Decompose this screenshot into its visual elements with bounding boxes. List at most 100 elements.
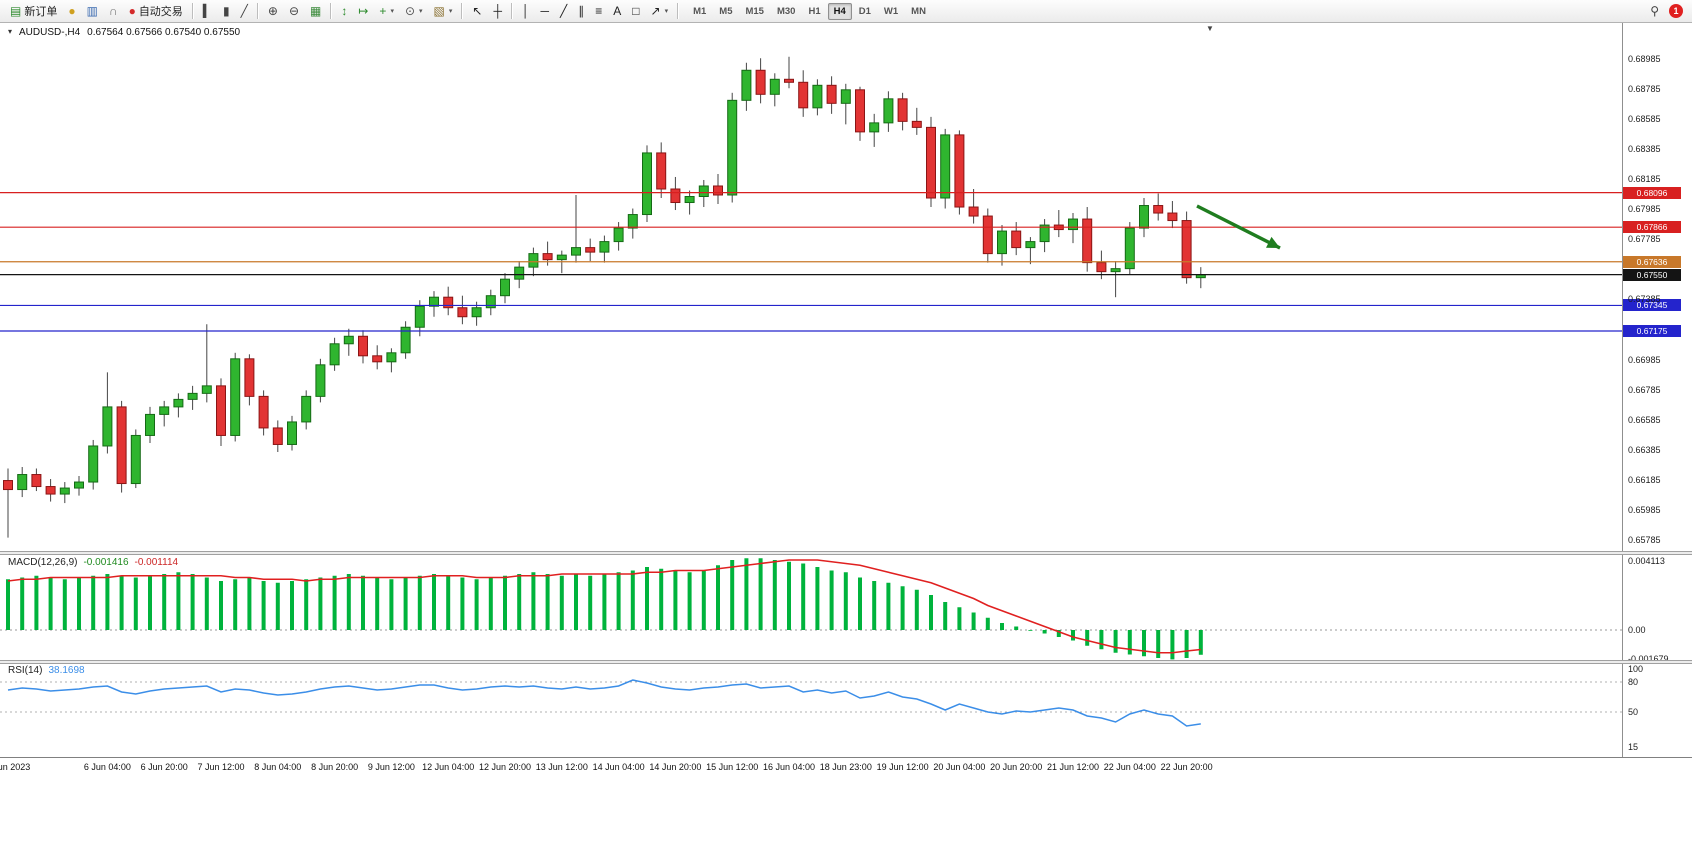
auto-scroll-icon: ↕ — [341, 4, 348, 18]
candle-body — [1096, 262, 1107, 273]
autotrading-button-label: 自动交易 — [138, 6, 183, 18]
auto-scroll-button[interactable]: ↕ — [336, 1, 352, 22]
search-button[interactable]: ⚲ — [1645, 1, 1664, 22]
candle-body — [272, 427, 283, 445]
trend-arrow-object[interactable] — [1196, 204, 1281, 250]
macd-histogram-bar — [62, 579, 67, 630]
toolbar-separator — [461, 3, 464, 19]
macd-histogram-bar — [872, 581, 877, 630]
macd-histogram-bar — [545, 574, 550, 630]
zoom-in-button[interactable]: ⊕ — [263, 1, 283, 22]
macd-histogram-bar — [815, 567, 820, 630]
candle-body — [1110, 268, 1121, 273]
candle-body — [968, 206, 979, 217]
candle-body — [173, 398, 184, 408]
crosshair-button[interactable]: ┼ — [488, 1, 507, 22]
text-label-button[interactable]: □ — [627, 1, 644, 22]
window-menu-triangle-icon[interactable]: ▾ — [8, 27, 13, 36]
candle-body — [145, 413, 155, 436]
new-order-button-label: 新订单 — [24, 6, 58, 18]
macd-histogram-bar — [261, 581, 266, 630]
candle-body — [1124, 227, 1135, 270]
timeframe-m5[interactable]: M5 — [719, 5, 733, 17]
candlestick-mode-button[interactable]: ▮ — [218, 1, 235, 22]
candle-body — [698, 185, 709, 198]
macd-histogram-bar — [6, 579, 10, 630]
macd-histogram-bar — [602, 574, 607, 630]
dropdown-caret-icon: ▾ — [448, 8, 453, 15]
chart-shift-button[interactable]: ↦ — [353, 1, 373, 22]
timeframe-h4[interactable]: H4 — [827, 2, 852, 20]
timeframe-w1[interactable]: W1 — [883, 5, 899, 17]
macd-histogram-bar — [48, 577, 53, 630]
autotrading-button[interactable]: ● 自动交易 — [124, 1, 188, 22]
zoom-out-button[interactable]: ⊖ — [284, 1, 304, 22]
macd-histogram-bar — [801, 563, 806, 630]
candle-body — [713, 185, 723, 196]
macd-histogram-bar — [843, 572, 848, 630]
macd-histogram-bar — [829, 570, 834, 630]
tile-windows-button[interactable]: ▦ — [305, 1, 326, 22]
timeframe-h1[interactable]: H1 — [808, 5, 821, 17]
market-watch-button[interactable]: ▥ — [82, 1, 103, 22]
trendline-button[interactable]: ╱ — [555, 1, 572, 22]
macd-histogram-bar — [1170, 630, 1175, 660]
notifications-badge[interactable]: 1 — [1669, 4, 1683, 18]
equidistant-channel-button[interactable]: ∥ — [573, 1, 589, 22]
macd-signal-line — [7, 559, 1201, 654]
candle-body — [656, 152, 667, 190]
tile-windows-icon: ▦ — [310, 4, 322, 18]
timeframe-m30[interactable]: M30 — [776, 5, 796, 17]
zoom-out-icon: ⊖ — [288, 4, 300, 18]
macd-panel-splitter[interactable] — [0, 551, 1692, 555]
horizontal-line-button[interactable]: ─ — [535, 1, 554, 22]
cursor-button[interactable]: ↖ — [467, 1, 487, 22]
candle-body — [997, 230, 1007, 255]
candle-body — [343, 335, 354, 345]
candle-body — [315, 364, 326, 397]
timeframe-m1[interactable]: M1 — [693, 5, 707, 17]
candle-body — [386, 352, 397, 363]
new-order-button[interactable]: ▤ 新订单 — [5, 1, 62, 22]
candle-body — [244, 358, 255, 397]
candle-body — [926, 126, 936, 199]
indicators-icon: + — [379, 4, 387, 18]
macd-histogram-bar — [929, 595, 933, 630]
candle-body — [855, 89, 865, 133]
macd-histogram-bar — [588, 575, 593, 630]
timeframe-m15[interactable]: M15 — [745, 5, 764, 17]
vertical-line-button[interactable]: │ — [517, 1, 535, 22]
candle-body — [258, 395, 269, 429]
arrows-button[interactable]: ↗ ▾ — [646, 1, 674, 22]
candle-body — [542, 253, 553, 261]
periods-button[interactable]: ⊙ ▾ — [400, 1, 428, 22]
rsi-panel-splitter[interactable] — [0, 660, 1692, 664]
macd-histogram-bar — [290, 581, 294, 630]
line-chart-mode-button[interactable]: ╱ — [236, 1, 253, 22]
accounts-button[interactable]: ● — [63, 1, 80, 22]
candle-body — [585, 247, 596, 253]
timeframe-mn[interactable]: MN — [911, 5, 926, 17]
macd-histogram-bar — [204, 577, 209, 630]
chart-shift-marker-icon[interactable]: ▼ — [1206, 24, 1214, 33]
candle-body — [1068, 218, 1078, 231]
candle-body — [59, 487, 70, 495]
rsi-name: RSI(14) — [8, 665, 43, 676]
text-icon: A — [613, 4, 622, 18]
candle-body — [897, 98, 908, 122]
macd-histogram-bar — [730, 560, 735, 630]
candle-body — [187, 392, 198, 400]
candle-body — [670, 188, 681, 204]
macd-histogram-bar — [474, 579, 479, 630]
templates-button[interactable]: ▧ ▾ — [429, 1, 458, 22]
fibonacci-button[interactable]: ≡ — [590, 1, 607, 22]
macd-histogram-bar — [446, 575, 451, 630]
timeframe-d1[interactable]: D1 — [858, 5, 871, 17]
text-button[interactable]: A — [608, 1, 626, 22]
trend-arrow-head[interactable] — [1266, 236, 1280, 248]
data-window-button[interactable]: ∩ — [104, 1, 123, 22]
bar-chart-mode-button[interactable]: ▍ — [198, 1, 217, 22]
indicators-button[interactable]: + ▾ — [374, 1, 399, 22]
